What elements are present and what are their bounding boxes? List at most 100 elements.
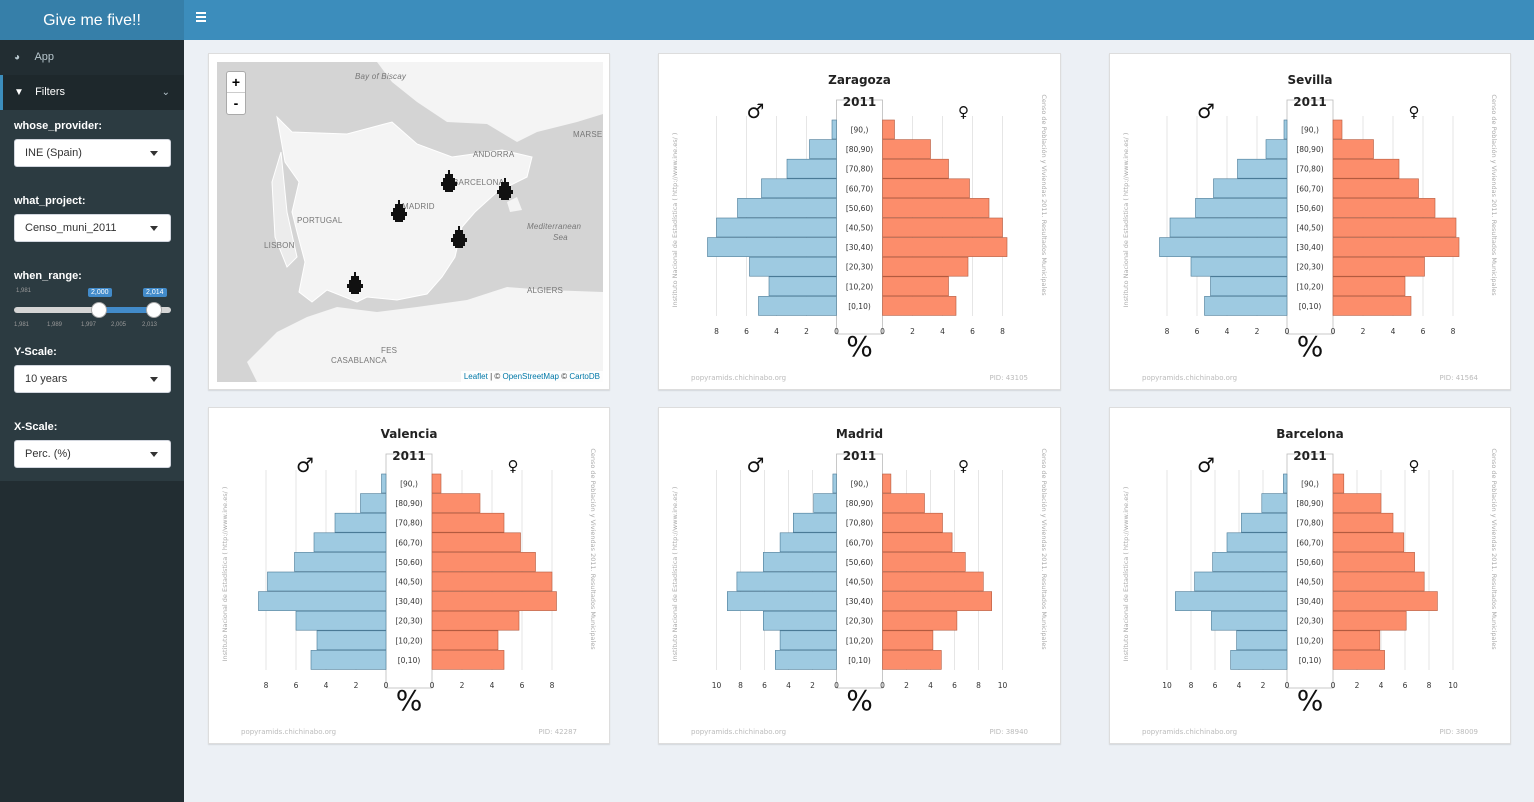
x-tick-label: 2 <box>1261 681 1266 690</box>
age-group-label: [90,) <box>1301 480 1319 489</box>
x-tick-label: 8 <box>714 327 719 336</box>
census-credit-label: Censo de Población y Viviendas 2011. Res… <box>1490 94 1498 296</box>
pyramid-box-valencia: [90,) [80,90) [70,80) [60,70) [50,60) [40,50)… <box>208 407 610 744</box>
x-tick-label: 2 <box>460 681 465 690</box>
census-credit-label: Censo de Población y Viviendas 2011. Res… <box>1040 94 1048 296</box>
x-tick-label: 10 <box>1162 681 1172 690</box>
map-label: FES <box>381 346 398 355</box>
yscale-select[interactable]: 10 years <box>14 365 171 393</box>
zoom-out-button[interactable]: - <box>233 95 239 111</box>
female-bar <box>1332 552 1415 572</box>
age-group-label: [20,30) <box>1296 617 1323 626</box>
source-credit-label: Instituto Nacional de Estadística ( http… <box>1122 133 1130 308</box>
chart-year: 2011 <box>1293 95 1326 109</box>
x-tick-label: 6 <box>952 681 957 690</box>
male-bar <box>1204 296 1288 316</box>
female-bar <box>1332 119 1343 140</box>
male-bar <box>1265 139 1288 159</box>
age-group-label: [0,10) <box>848 656 871 665</box>
slider-handle-from[interactable] <box>91 302 107 318</box>
male-bar <box>1283 473 1288 494</box>
slider-selected-bar[interactable] <box>100 307 156 313</box>
slider-tick: 1,989 <box>47 322 63 328</box>
x-tick-label: 8 <box>550 681 555 690</box>
sidebar-item-app[interactable]: ◕ App <box>0 40 184 75</box>
pid-label: PID: 43105 <box>989 374 1028 382</box>
xscale-select[interactable]: Perc. (%) <box>14 440 171 468</box>
male-bar <box>707 237 837 257</box>
age-group-label: [50,60) <box>846 558 873 567</box>
footer-site-label: popyramids.chichinabo.org <box>691 728 786 736</box>
male-bar <box>1210 276 1288 297</box>
male-bar <box>310 650 387 670</box>
project-select[interactable]: Censo_muni_2011 <box>14 214 171 242</box>
pyramid-box-sevilla: [90,) [80,90) [70,80) [60,70) [50,60) [40,50)… <box>1109 53 1511 390</box>
male-bar <box>768 276 837 297</box>
female-bar <box>882 493 925 513</box>
x-tick-label: 6 <box>1421 327 1426 336</box>
male-bar <box>316 630 387 651</box>
map-label: CASABLANCA <box>331 356 387 365</box>
caret-down-icon <box>150 452 158 457</box>
year-range-slider[interactable]: 1,981 2,000 2,014 1,981 1,989 1,997 2,00… <box>14 282 171 330</box>
age-group-label: [50,60) <box>1296 204 1323 213</box>
male-bar <box>381 473 387 494</box>
project-value: Censo_muni_2011 <box>25 222 117 234</box>
x-tick-label: 4 <box>940 327 945 336</box>
slider-handle-to[interactable] <box>146 302 162 318</box>
female-bar <box>431 473 442 494</box>
male-bar <box>294 552 387 572</box>
age-group-label: [90,) <box>851 480 869 489</box>
x-tick-label: 4 <box>774 327 779 336</box>
sidebar-item-label: Filters <box>35 86 66 98</box>
age-group-label: [70,80) <box>846 165 873 174</box>
map-label: Bay of Biscay <box>355 72 407 81</box>
male-bar <box>832 473 837 494</box>
map-label: PORTUGAL <box>297 216 343 225</box>
female-bar <box>1332 139 1374 159</box>
x-tick-label: 6 <box>1195 327 1200 336</box>
source-credit-label: Instituto Nacional de Estadística ( http… <box>671 133 679 308</box>
female-bar <box>431 552 536 572</box>
x-tick-label: 0 <box>834 327 839 336</box>
age-group-label: [50,60) <box>846 204 873 213</box>
male-bar <box>779 532 837 553</box>
cartodb-link[interactable]: CartoDB <box>569 372 600 381</box>
age-group-label: [50,60) <box>1296 558 1323 567</box>
map-label: LISBON <box>264 241 295 250</box>
pyramid-marker-icon <box>347 272 363 294</box>
provider-select[interactable]: INE (Spain) <box>14 139 171 167</box>
pyramid-marker-icon <box>441 170 457 192</box>
male-symbol-icon: ♂ <box>296 453 314 477</box>
yscale-value: 10 years <box>25 373 68 385</box>
female-bar <box>1332 591 1438 611</box>
age-group-label: [0,10) <box>398 656 421 665</box>
female-bar <box>431 512 505 533</box>
age-label-column <box>836 99 883 335</box>
female-symbol-icon: ♀ <box>958 103 969 121</box>
x-tick-label: 6 <box>1403 681 1408 690</box>
sidebar-toggle-icon[interactable] <box>196 12 206 26</box>
leaflet-link[interactable]: Leaflet <box>463 372 488 381</box>
male-bar <box>334 512 387 533</box>
source-credit-label: Instituto Nacional de Estadística ( http… <box>1122 487 1130 662</box>
app-title[interactable]: Give me five!! <box>0 0 184 40</box>
range-label: when_range: <box>14 270 82 282</box>
openstreetmap-link[interactable]: OpenStreetMap <box>502 372 559 381</box>
female-bar <box>882 552 966 572</box>
female-bar <box>882 512 943 533</box>
project-label: what_project: <box>14 195 86 207</box>
slider-tick: 1,997 <box>81 322 97 328</box>
sidebar-item-filters[interactable]: ▼ Filters ⌄ <box>0 75 184 110</box>
footer-site-label: popyramids.chichinabo.org <box>241 728 336 736</box>
range-from-tooltip: 2,000 <box>88 288 112 297</box>
zoom-in-button[interactable]: + <box>227 72 245 93</box>
leaflet-map[interactable]: + - Bay of Biscay MARSEIL ANDORRA BARCEL… <box>217 62 603 382</box>
female-bar <box>882 139 931 159</box>
male-bar <box>1283 119 1288 140</box>
male-bar <box>1261 493 1288 513</box>
map-label: Mediterranean <box>527 222 582 231</box>
male-bar <box>831 119 837 140</box>
provider-label: whose_provider: <box>14 120 103 132</box>
filter-icon: ▼ <box>14 87 24 98</box>
